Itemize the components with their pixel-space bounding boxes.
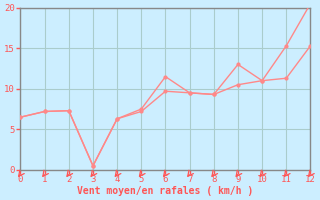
X-axis label: Vent moyen/en rafales ( km/h ): Vent moyen/en rafales ( km/h ) [77,186,253,196]
